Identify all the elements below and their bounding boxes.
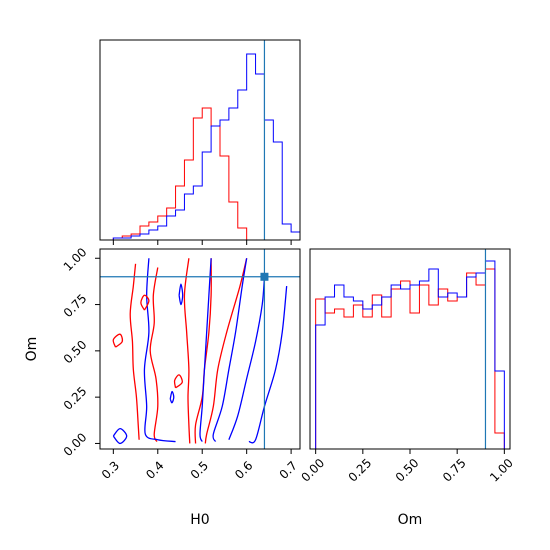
om-hist-xtick-label: 0.50 bbox=[393, 456, 422, 485]
h0-om-contour-island-red bbox=[140, 294, 150, 311]
h0-om-frame bbox=[99, 248, 301, 450]
h0-om-ytick-label: 1.00 bbox=[61, 245, 90, 274]
h0-hist-series-blue-step bbox=[112, 53, 300, 240]
h0-om-truth-marker bbox=[260, 272, 269, 281]
h0-om-contour-blue-outer bbox=[143, 258, 176, 443]
h0-om-xtick-label: 0.5 bbox=[188, 458, 211, 481]
om-hist-xtick-label: 0.00 bbox=[298, 456, 327, 485]
h0-histogram-panel bbox=[99, 39, 301, 245]
h0-hist-series-red-step bbox=[112, 107, 300, 240]
h0-om-contour-blue-inner bbox=[228, 276, 266, 440]
h0-om-xtick-label: 0.6 bbox=[232, 458, 255, 481]
h0-hist-plot-area bbox=[112, 40, 300, 240]
h0-om-ytick-label: 0.00 bbox=[61, 430, 90, 459]
h0-om-contour-blue-outer bbox=[248, 285, 288, 444]
om-hist-plot-area bbox=[315, 249, 505, 449]
om-hist-frame bbox=[309, 248, 511, 450]
om-hist-xtick-label: 0.75 bbox=[440, 456, 469, 485]
om-hist-series-blue-step bbox=[315, 260, 505, 449]
h0-om-ytick-label: 0.50 bbox=[61, 338, 90, 367]
h0-om-xlabel: H0 bbox=[190, 512, 209, 528]
h0-om-contour-red-outer bbox=[129, 263, 140, 440]
h0-om-contour-blue-inner bbox=[199, 258, 212, 442]
h0-om-contour-island-red bbox=[112, 333, 124, 348]
h0-hist-frame bbox=[99, 39, 301, 241]
h0-om-contour-red-inner bbox=[149, 267, 159, 442]
h0-om-ylabel: Om bbox=[24, 337, 40, 362]
om-histogram-panel: 0.00 0.25 0.50 0.75 1.00 Om bbox=[298, 248, 516, 528]
h0-om-xtick-label: 0.3 bbox=[99, 458, 122, 481]
h0-om-contour-island-blue bbox=[112, 427, 128, 445]
om-hist-xlabel: Om bbox=[398, 512, 423, 528]
h0-om-contour-red-inner bbox=[183, 258, 191, 444]
h0-om-ytick-label: 0.75 bbox=[61, 291, 90, 320]
om-hist-xtick-label: 1.00 bbox=[487, 456, 516, 485]
h0-om-xtick-label: 0.7 bbox=[277, 458, 300, 481]
h0-om-contour-blue-inner bbox=[212, 258, 248, 442]
h0-om-xtick-label: 0.4 bbox=[143, 458, 166, 481]
h0-om-ytick-label: 0.25 bbox=[61, 384, 90, 413]
h0-om-contour-island-blue bbox=[178, 283, 184, 306]
h0-om-contour-red-outer bbox=[204, 258, 248, 444]
om-hist-xtick-label: 0.25 bbox=[346, 456, 375, 485]
h0-om-contour-island-red bbox=[173, 374, 183, 389]
h0-om-contour-panel: 0.3 0.4 0.5 0.6 0.7 0.00 0.25 0.50 0.75 1.00 H0 Om bbox=[24, 245, 301, 528]
h0-om-plot-area bbox=[100, 249, 300, 449]
h0-om-contour-island-blue bbox=[169, 390, 175, 404]
